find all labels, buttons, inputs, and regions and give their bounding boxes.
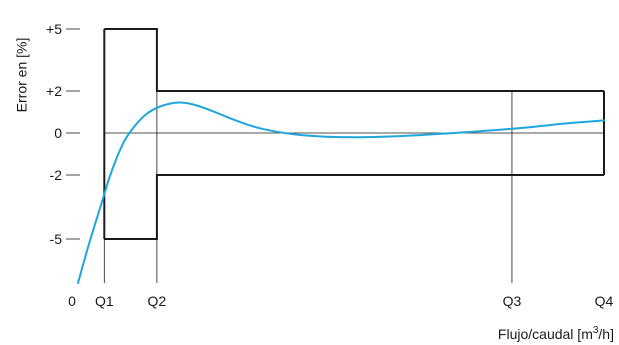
x-tick-label-0: 0 bbox=[68, 293, 76, 309]
y-tick-label-3: -2 bbox=[50, 167, 63, 183]
guide-lines bbox=[66, 28, 604, 283]
x-axis-label-sup: 3 bbox=[593, 325, 599, 336]
x-axis-label-main: Flujo/caudal [m bbox=[498, 326, 593, 342]
x-tick-label-q1: Q1 bbox=[95, 293, 114, 309]
y-tick-label-4: -5 bbox=[50, 231, 63, 247]
y-tick-label-0: +5 bbox=[46, 21, 62, 37]
tick-labels: +5 +2 0 -2 -5 0 Q1 Q2 Q3 Q4 bbox=[46, 21, 614, 309]
y-axis-label: Error en [%] bbox=[14, 38, 30, 113]
error-curve-group bbox=[77, 101, 605, 284]
envelope-upper-limit bbox=[104, 28, 604, 92]
x-tick-label-q4: Q4 bbox=[595, 293, 614, 309]
x-tick-label-q2: Q2 bbox=[148, 293, 167, 309]
x-axis-label-tail: /h] bbox=[598, 326, 614, 342]
envelope-lower-limit bbox=[104, 174, 604, 240]
y-tick-label-2: 0 bbox=[54, 125, 62, 141]
x-axis-label: Flujo/caudal [m3/h] bbox=[498, 325, 614, 342]
x-tick-label-q3: Q3 bbox=[503, 293, 522, 309]
tolerance-envelope bbox=[103, 28, 605, 240]
error-curve bbox=[77, 101, 605, 284]
y-tick-label-1: +2 bbox=[46, 83, 62, 99]
